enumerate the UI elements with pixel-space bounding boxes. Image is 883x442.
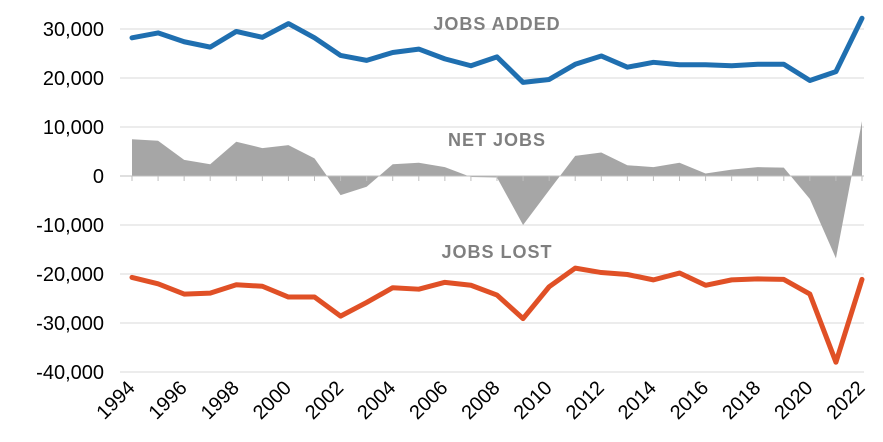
y-tick-label: -10,000 (36, 215, 104, 237)
y-tick-label: 30,000 (43, 19, 104, 41)
jobs-added-label: JOBS ADDED (433, 14, 560, 34)
x-tick-label: 1994 (93, 377, 140, 424)
y-tick-label: -40,000 (36, 362, 104, 384)
x-tick-label: 2018 (718, 377, 765, 424)
series-labels: JOBS ADDED NET JOBS JOBS LOST (433, 14, 560, 262)
zero-axis-layer (120, 175, 864, 181)
x-tick-label: 1998 (197, 377, 244, 424)
series-lines-layer (129, 15, 865, 365)
x-tick-label: 2004 (353, 377, 400, 424)
x-tick-label: 2006 (405, 377, 452, 424)
jobs-lost-label: JOBS LOST (441, 242, 552, 262)
y-axis-tick-labels: 30,000 20,000 10,000 0 -10,000 -20,000 -30,000… (36, 19, 104, 384)
y-tick-label: 20,000 (43, 68, 104, 90)
y-tick-label: -30,000 (36, 313, 104, 335)
x-tick-label: 2016 (666, 377, 713, 424)
x-tick-label: 2012 (562, 377, 609, 424)
y-tick-label: -20,000 (36, 264, 104, 286)
net-jobs-label: NET JOBS (448, 130, 546, 150)
x-tick-label: 2022 (823, 377, 870, 424)
x-tick-label: 2008 (458, 377, 505, 424)
jobs-lost-line (129, 265, 865, 365)
x-tick-label: 2020 (770, 377, 817, 424)
x-tick-label: 2000 (249, 377, 296, 424)
x-axis-tick-labels: 1994 1996 1998 2000 2002 2004 2006 2008 2010 2012… (93, 377, 870, 424)
y-tick-label: 10,000 (43, 117, 104, 139)
x-tick-label: 2010 (510, 377, 557, 424)
jobs-added-line (129, 15, 865, 85)
gridlines (120, 28, 864, 373)
y-tick-label: 0 (93, 166, 104, 188)
x-tick-label: 2014 (614, 377, 661, 424)
x-tick-label: 2002 (301, 377, 348, 424)
x-tick-label: 1996 (145, 377, 192, 424)
